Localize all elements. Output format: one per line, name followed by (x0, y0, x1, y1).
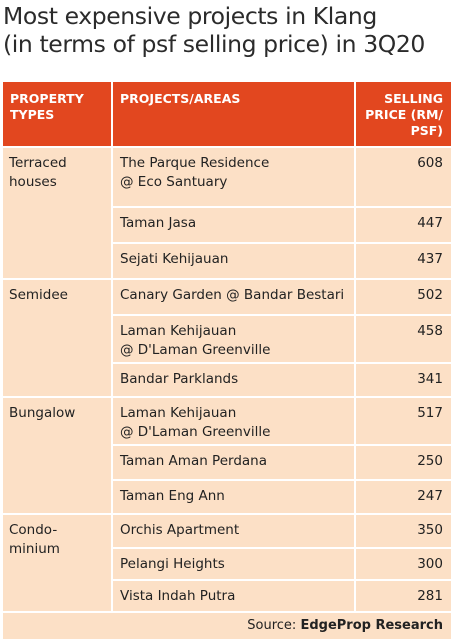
project-cell: Taman Jasa (113, 208, 356, 242)
project-line2: @ D'Laman Greenville (120, 424, 271, 440)
table-header: PROPERTY TYPES PROJECTS/AREAS SELLING PR… (3, 82, 451, 148)
header-selling-price: SELLING PRICE (RM/ PSF) (356, 82, 451, 146)
source-name: EdgeProp Research (300, 618, 443, 633)
price-cell: 458 (356, 316, 451, 362)
price-cell: 608 (356, 148, 451, 206)
table-row: Taman Jasa 447 (113, 208, 451, 244)
page-title: Most expensive projects in Klang (in ter… (3, 2, 461, 58)
group-bungalow: Bungalow Laman Kehijauan @ D'Laman Green… (3, 398, 451, 515)
project-cell: Sejati Kehijauan (113, 244, 356, 278)
property-type-line1: Condo- (9, 522, 58, 538)
table-row: Laman Kehijauan @ D'Laman Greenville 458 (113, 316, 451, 364)
price-cell: 447 (356, 208, 451, 242)
table-row: Laman Kehijauan @ D'Laman Greenville 517 (113, 398, 451, 446)
header-col3-line2: PRICE (RM/ (365, 107, 443, 122)
property-type-cell: Terraced houses (3, 148, 113, 278)
property-type-line1: Bungalow (9, 405, 76, 421)
source-prefix: Source: (247, 618, 301, 633)
price-cell: 517 (356, 398, 451, 444)
project-line1: Laman Kehijauan (120, 323, 237, 339)
price-cell: 350 (356, 515, 451, 547)
table-row: Canary Garden @ Bandar Bestari 502 (113, 280, 451, 316)
project-line1: The Parque Residence (120, 155, 270, 171)
header-col3-line3: PSF) (410, 123, 443, 138)
header-projects-areas: PROJECTS/AREAS (113, 82, 356, 146)
price-cell: 247 (356, 481, 451, 513)
table-row: Taman Eng Ann 247 (113, 481, 451, 513)
source-note: Source: EdgeProp Research (3, 613, 451, 639)
price-cell: 341 (356, 364, 451, 396)
project-cell: Laman Kehijauan @ D'Laman Greenville (113, 316, 356, 362)
header-col1-line1: PROPERTY (10, 91, 84, 106)
property-type-cell: Bungalow (3, 398, 113, 513)
table-row: Taman Aman Perdana 250 (113, 446, 451, 481)
header-col1-line2: TYPES (10, 107, 55, 122)
property-type-cell: Semidee (3, 280, 113, 396)
project-cell: Vista Indah Putra (113, 581, 356, 611)
property-type-line1: Semidee (9, 287, 68, 303)
header-col3-line1: SELLING (384, 91, 443, 106)
title-line-1: Most expensive projects in Klang (3, 2, 377, 30)
price-cell: 300 (356, 549, 451, 579)
project-line1: Laman Kehijauan (120, 405, 237, 421)
project-cell: Canary Garden @ Bandar Bestari (113, 280, 356, 314)
property-type-line1: Terraced (9, 155, 67, 171)
property-type-cell: Condo- minium (3, 515, 113, 611)
project-cell: Bandar Parklands (113, 364, 356, 396)
price-cell: 502 (356, 280, 451, 314)
project-line2: @ Eco Santuary (120, 174, 228, 190)
header-property-types: PROPERTY TYPES (3, 82, 113, 146)
table-row: Orchis Apartment 350 (113, 515, 451, 549)
table-row: Sejati Kehijauan 437 (113, 244, 451, 278)
price-cell: 437 (356, 244, 451, 278)
property-type-line2: minium (9, 541, 60, 557)
table-row: Bandar Parklands 341 (113, 364, 451, 396)
table-row: The Parque Residence @ Eco Santuary 608 (113, 148, 451, 208)
price-cell: 250 (356, 446, 451, 479)
table-row: Vista Indah Putra 281 (113, 581, 451, 611)
table-row: Pelangi Heights 300 (113, 549, 451, 581)
title-line-2: (in terms of psf selling price) in 3Q20 (3, 30, 425, 58)
project-cell: The Parque Residence @ Eco Santuary (113, 148, 356, 206)
project-cell: Pelangi Heights (113, 549, 356, 579)
project-cell: Taman Eng Ann (113, 481, 356, 513)
property-type-line2: houses (9, 174, 57, 190)
project-cell: Laman Kehijauan @ D'Laman Greenville (113, 398, 356, 444)
group-semidee: Semidee Canary Garden @ Bandar Bestari 5… (3, 280, 451, 398)
project-cell: Orchis Apartment (113, 515, 356, 547)
project-line2: @ D'Laman Greenville (120, 342, 271, 358)
group-terraced-houses: Terraced houses The Parque Residence @ E… (3, 148, 451, 280)
price-table: PROPERTY TYPES PROJECTS/AREAS SELLING PR… (3, 82, 451, 639)
price-cell: 281 (356, 581, 451, 611)
project-cell: Taman Aman Perdana (113, 446, 356, 479)
group-condominium: Condo- minium Orchis Apartment 350 Pelan… (3, 515, 451, 613)
